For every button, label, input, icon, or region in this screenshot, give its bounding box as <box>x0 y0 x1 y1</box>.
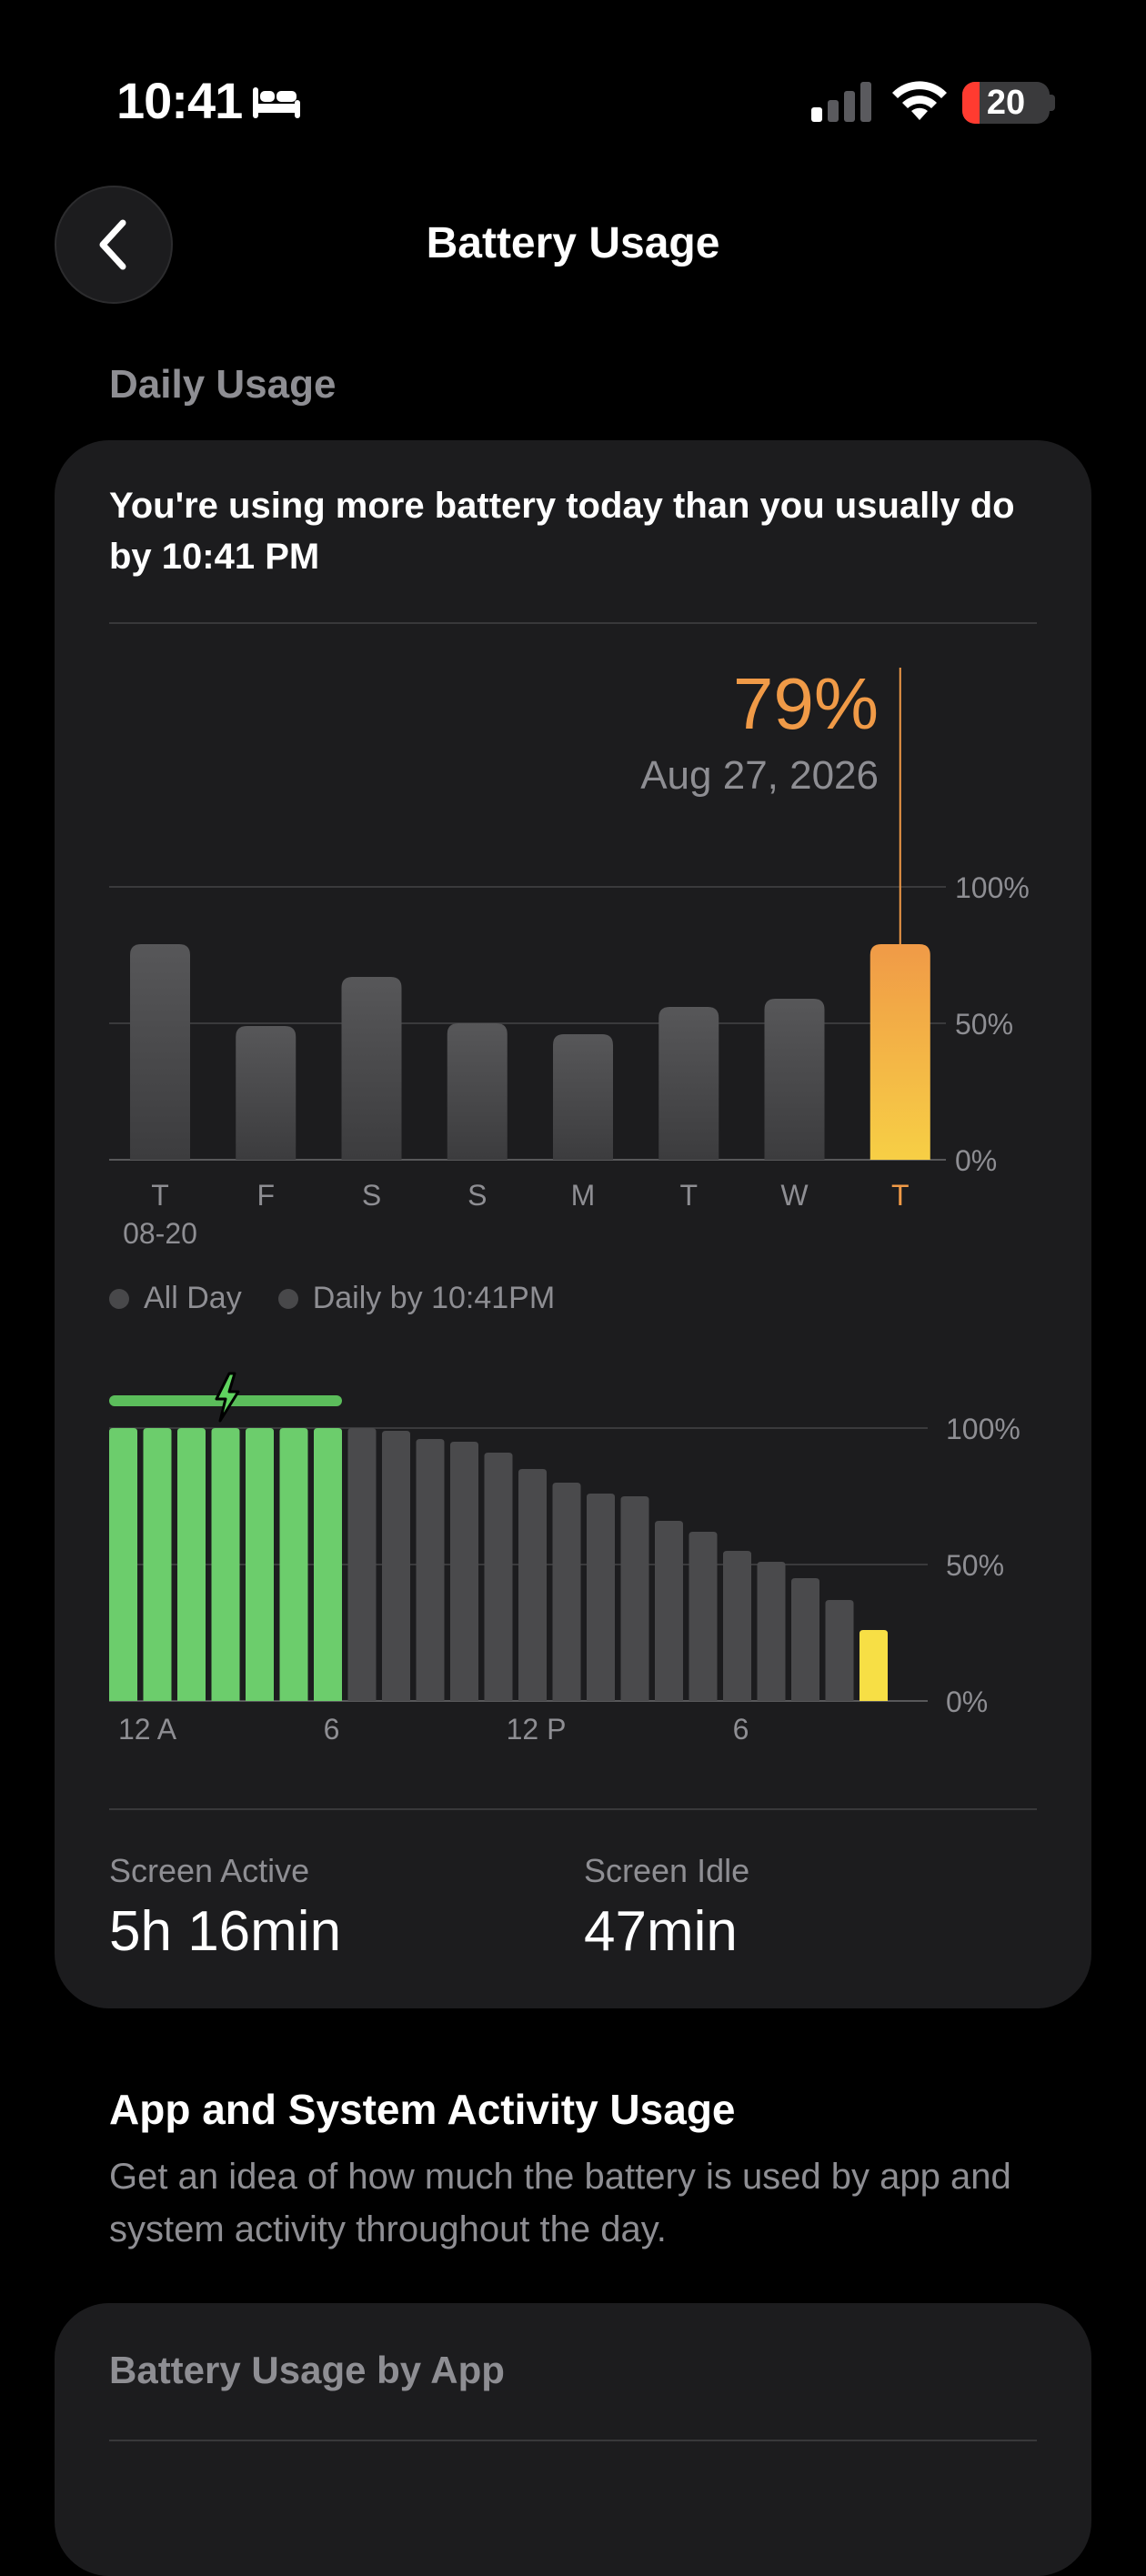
screen-active-value: 5h 16min <box>109 1900 342 1963</box>
charging-bolt-icon <box>215 1372 240 1423</box>
hourly-x-tick-label: 6 <box>733 1713 749 1746</box>
screen-active-label: Screen Active <box>109 1852 310 1889</box>
daily-bar-selected <box>870 944 930 1160</box>
wifi-icon <box>892 81 947 120</box>
battery-level-text: 20 <box>986 84 1026 122</box>
daily-y-tick-label: 100% <box>955 871 1030 904</box>
daily-x-tick-label: S <box>467 1179 487 1212</box>
hourly-bar <box>723 1551 751 1701</box>
daily-y-tick-label: 50% <box>955 1008 1013 1041</box>
daily-usage-header: Daily Usage <box>109 362 337 407</box>
selected-day-percentage: 79% <box>732 663 879 744</box>
daily-bar <box>130 944 190 1160</box>
card-divider-top <box>109 622 1037 624</box>
legend-daily-by[interactable]: Daily by 10:41PM <box>277 1281 556 1316</box>
screen-idle-value: 47min <box>584 1900 738 1963</box>
legend-all-day-label: All Day <box>144 1281 242 1315</box>
battery-cap <box>1048 95 1055 111</box>
daily-bar <box>553 1034 613 1160</box>
hourly-y-tick-label: 0% <box>946 1685 988 1718</box>
hourly-bar <box>689 1532 718 1701</box>
card2-divider <box>109 2440 1037 2441</box>
cellular-signal-icon <box>811 82 871 122</box>
hourly-bar <box>791 1578 819 1701</box>
hourly-bar <box>655 1521 683 1701</box>
hourly-x-tick-label: 6 <box>324 1713 340 1746</box>
hourly-bar-charging <box>177 1428 206 1701</box>
hourly-bar <box>620 1496 649 1701</box>
legend-all-day[interactable]: All Day <box>109 1281 242 1316</box>
daily-bar <box>658 1007 719 1160</box>
daily-x-tick-label: M <box>571 1179 596 1212</box>
daily-x-tick-label: F <box>256 1179 275 1212</box>
battery-fill <box>962 82 980 124</box>
hourly-x-tick-label: 12 P <box>507 1713 567 1746</box>
hourly-x-tick-label: 12 A <box>118 1713 177 1746</box>
screen-idle-label: Screen Idle <box>584 1852 750 1889</box>
legend-daily-by-label: Daily by 10:41PM <box>312 1281 556 1315</box>
daily-usage-chart[interactable]: 100% 50% 0% T 08-20 F S S M T W T <box>0 655 1146 1255</box>
hourly-bar <box>552 1483 581 1701</box>
legend-dot-all-day <box>109 1288 129 1309</box>
hourly-bar <box>347 1428 377 1701</box>
daily-y-tick-label: 0% <box>955 1144 997 1177</box>
chevron-left-icon <box>99 219 126 270</box>
daily-bar <box>447 1023 508 1160</box>
hourly-y-tick-label: 50% <box>946 1549 1004 1582</box>
chart-legend: All Day Daily by 10:41PM <box>109 1281 591 1316</box>
hourly-bar-charging <box>279 1428 308 1701</box>
hourly-bar-charging <box>143 1428 172 1701</box>
hourly-bar <box>416 1439 445 1701</box>
hourly-y-tick-label: 100% <box>946 1413 1020 1445</box>
hourly-bar <box>825 1600 854 1701</box>
status-time: 10:41 <box>116 72 243 129</box>
hourly-bar <box>518 1469 547 1701</box>
usage-message: You're using more battery today than you… <box>109 486 1015 577</box>
page-title: Battery Usage <box>426 219 720 267</box>
activity-description: Get an idea of how much the battery is u… <box>109 2157 1011 2249</box>
hourly-bar <box>484 1453 513 1701</box>
daily-x-tick-label: T <box>891 1179 910 1212</box>
hourly-bar-charging <box>314 1428 342 1701</box>
hourly-bar <box>587 1494 615 1701</box>
selected-day-date: Aug 27, 2026 <box>640 753 879 798</box>
daily-x-tick-label: S <box>362 1179 381 1212</box>
hourly-bar-current <box>860 1630 888 1701</box>
back-button[interactable] <box>55 186 173 304</box>
daily-bar <box>341 977 402 1160</box>
battery-by-app-title: Battery Usage by App <box>109 2349 505 2391</box>
daily-usage-card <box>55 440 1091 2008</box>
daily-x-tick-label: T <box>679 1179 698 1212</box>
legend-dot-daily-by <box>277 1288 298 1309</box>
battery-icon: 20 <box>962 82 1050 124</box>
hourly-bar-charging <box>246 1428 274 1701</box>
battery-level-chart[interactable]: 100% 50% 0% 12 A 6 12 P 6 <box>0 1355 1146 1756</box>
daily-x-tick-label: T <box>151 1179 169 1212</box>
bed-icon <box>253 87 300 118</box>
hourly-bar <box>450 1442 478 1701</box>
card-divider-stats <box>109 1808 1037 1810</box>
daily-bar <box>764 999 825 1160</box>
hourly-bar-charging <box>109 1428 137 1701</box>
hourly-bar-charging <box>211 1428 240 1701</box>
activity-title: App and System Activity Usage <box>109 2086 736 2133</box>
daily-first-date-label: 08-20 <box>123 1217 197 1250</box>
hourly-bar <box>382 1431 410 1701</box>
hourly-bar <box>757 1562 786 1701</box>
daily-x-tick-label: W <box>780 1179 809 1212</box>
daily-bar <box>236 1026 297 1160</box>
